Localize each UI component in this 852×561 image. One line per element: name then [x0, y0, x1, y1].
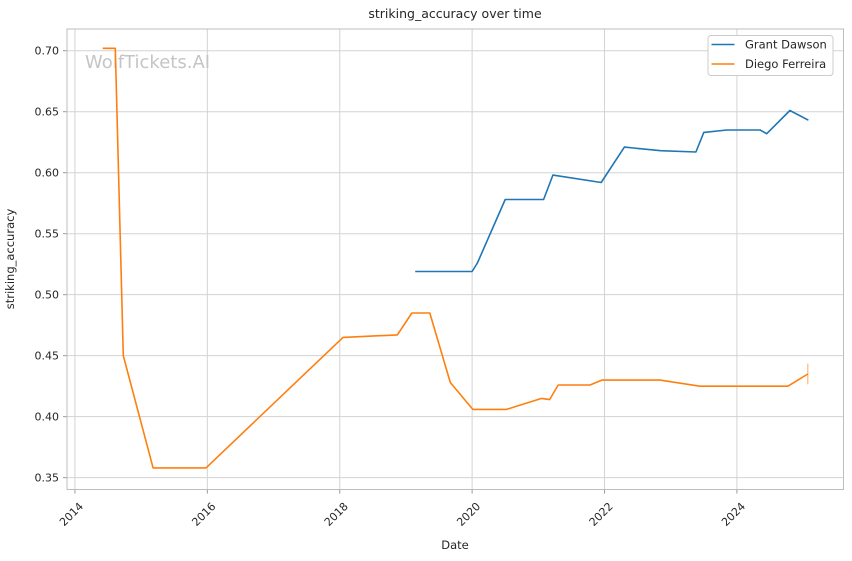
y-tick-label: 0.55	[35, 228, 60, 241]
legend-label: Diego Ferreira	[745, 57, 826, 71]
legend-label: Grant Dawson	[745, 38, 827, 52]
watermark: WolfTickets.AI	[85, 52, 210, 73]
series-line-grant-dawson	[415, 109, 809, 273]
series-layer	[102, 47, 809, 469]
x-tick-label: 2016	[189, 500, 218, 529]
y-tick-label: 0.50	[35, 289, 60, 302]
plot-border	[66, 28, 844, 490]
x-tick-label: 2014	[57, 500, 86, 529]
x-tick-label: 2022	[587, 500, 616, 529]
legend-entry-diego-ferreira: Diego Ferreira	[711, 57, 826, 71]
y-tick-label: 0.40	[35, 411, 60, 424]
grid-layer: 2014 2016 2018 2020 2022 2024 0.35 0.40 0.45 0.50…	[35, 29, 844, 529]
y-tick-label: 0.65	[35, 106, 60, 119]
y-tick-label: 0.70	[35, 45, 60, 58]
chart-title: striking_accuracy over time	[368, 6, 542, 21]
x-axis-label: Date	[441, 538, 469, 552]
y-tick-label: 0.35	[35, 472, 60, 485]
y-axis-label: striking_accuracy	[3, 209, 17, 310]
x-tick-label: 2018	[322, 500, 351, 529]
x-tick-label: 2020	[454, 500, 483, 529]
y-tick-label: 0.60	[35, 167, 60, 180]
legend-frame	[707, 35, 834, 76]
y-tick-label: 0.45	[35, 350, 60, 363]
legend-entry-grant-dawson: Grant Dawson	[711, 38, 827, 52]
legend: Grant Dawson Diego Ferreira	[707, 35, 834, 76]
x-tick-label: 2024	[719, 500, 748, 529]
series-line-diego-ferreira	[102, 47, 809, 469]
